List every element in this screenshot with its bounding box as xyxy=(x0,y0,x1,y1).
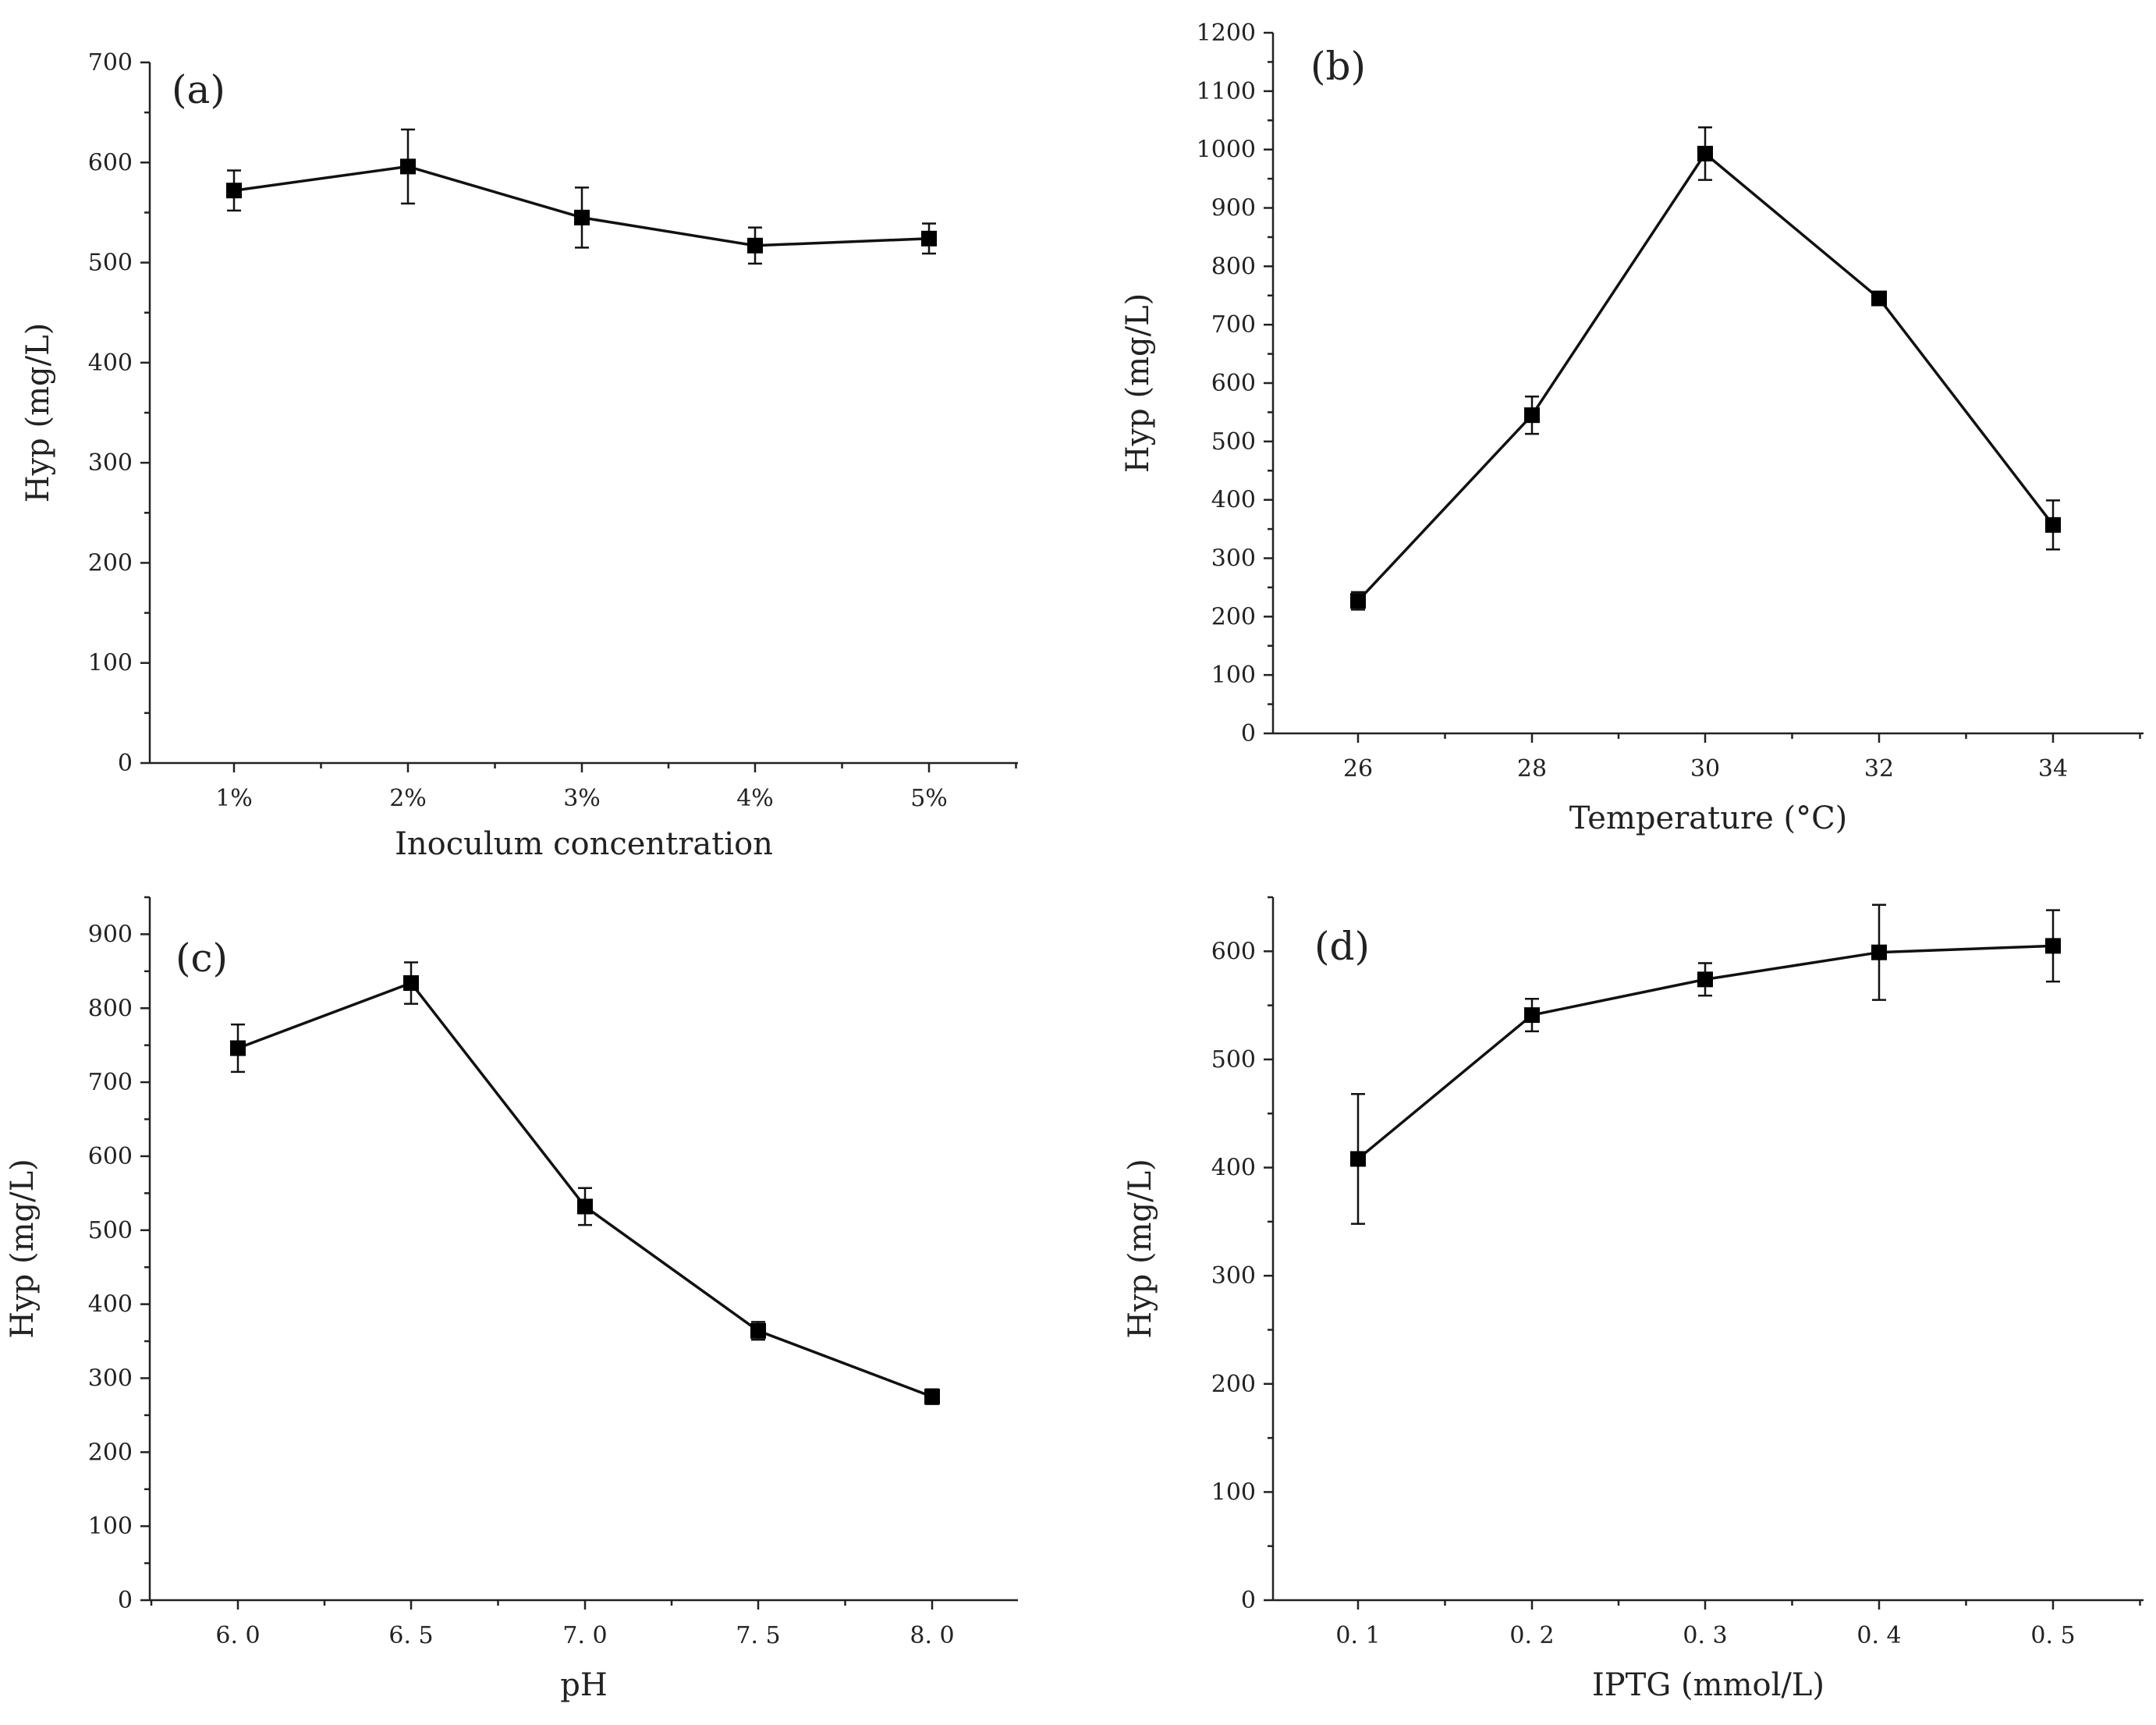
y-tick-label: 800 xyxy=(1211,253,1256,280)
y-tick-label: 400 xyxy=(1211,1155,1256,1182)
x-tick-label: 8. 0 xyxy=(910,1622,954,1649)
data-point xyxy=(1350,1151,1366,1167)
y-tick-label: 200 xyxy=(88,549,133,577)
x-tick-label: 0. 4 xyxy=(1856,1622,1901,1649)
x-tick-label: 0. 3 xyxy=(1683,1622,1727,1649)
data-point xyxy=(1350,593,1366,609)
panel-label: (b) xyxy=(1310,44,1366,89)
y-tick-label: 700 xyxy=(88,1069,133,1096)
data-point xyxy=(924,1389,940,1405)
y-tick-label: 100 xyxy=(88,1513,133,1540)
y-tick-label: 400 xyxy=(88,1291,133,1319)
x-tick-label: 30 xyxy=(1690,755,1720,783)
panel-label: (d) xyxy=(1314,924,1370,969)
y-tick-label: 900 xyxy=(1211,195,1256,222)
x-axis-title: Inoculum concentration xyxy=(395,826,773,862)
data-point xyxy=(2045,938,2061,954)
y-tick-label: 1100 xyxy=(1197,78,1256,105)
y-axis-title: Hyp (mg/L) xyxy=(20,323,56,503)
y-tick-label: 800 xyxy=(88,995,133,1022)
y-tick-label: 700 xyxy=(1211,311,1256,339)
y-tick-label: 500 xyxy=(1211,1046,1256,1074)
x-tick-label: 0. 5 xyxy=(2030,1622,2075,1649)
data-point xyxy=(1697,145,1713,161)
data-point xyxy=(747,237,763,254)
chart-panel-4: 0 100 200 300 400 500 600 0. 1 0. 2 0. 3 0. 4 0. 5 I… xyxy=(1122,896,2144,1703)
y-tick-label: 0 xyxy=(118,1587,133,1614)
x-tick-label: 6. 5 xyxy=(388,1622,433,1649)
data-point xyxy=(1524,1007,1540,1024)
y-tick-label: 200 xyxy=(88,1439,133,1466)
x-tick-label: 2% xyxy=(389,785,427,812)
x-axis-title: pH xyxy=(560,1667,608,1703)
data-point xyxy=(1524,407,1540,424)
y-tick-label: 1200 xyxy=(1197,20,1256,47)
x-tick-label: 6. 0 xyxy=(215,1622,260,1649)
chart-panel-1: 0 100 200 300 400 500 600 700 1% 2% 3% 4% 5% Inoculum… xyxy=(20,49,1018,862)
y-tick-label: 600 xyxy=(88,149,133,176)
y-tick-label: 100 xyxy=(88,650,133,677)
x-tick-label: 5% xyxy=(910,785,948,812)
data-point xyxy=(2045,516,2061,533)
y-tick-label: 200 xyxy=(1211,1371,1256,1398)
y-tick-label: 400 xyxy=(88,350,133,377)
y-tick-label: 0 xyxy=(1241,1587,1256,1614)
y-tick-label: 100 xyxy=(1211,1478,1256,1506)
x-tick-label: 34 xyxy=(2038,755,2068,783)
y-axis-title: Hyp (mg/L) xyxy=(1120,293,1156,474)
x-tick-label: 0. 1 xyxy=(1335,1622,1380,1649)
x-tick-label: 4% xyxy=(736,785,774,812)
y-tick-label: 900 xyxy=(88,921,133,948)
y-axis-title: Hyp (mg/L) xyxy=(5,1159,41,1339)
chart-panel-3: 0 100 200 300 400 500 600 700 800 900 6. 0 6. 5 7. 0… xyxy=(5,896,1018,1703)
x-tick-label: 26 xyxy=(1343,755,1373,783)
data-point xyxy=(226,183,242,199)
y-tick-label: 600 xyxy=(1211,370,1256,397)
y-tick-label: 200 xyxy=(1211,603,1256,630)
data-point xyxy=(574,209,590,225)
y-tick-label: 300 xyxy=(1211,545,1256,573)
data-point xyxy=(750,1322,766,1339)
x-tick-label: 3% xyxy=(563,785,601,812)
panel-label: (a) xyxy=(172,67,225,112)
data-point xyxy=(1871,290,1887,307)
y-tick-label: 300 xyxy=(1211,1262,1256,1290)
y-tick-label: 300 xyxy=(88,449,133,477)
y-tick-label: 400 xyxy=(1211,487,1256,514)
y-tick-label: 600 xyxy=(88,1143,133,1170)
y-tick-label: 300 xyxy=(88,1365,133,1392)
x-tick-label: 1% xyxy=(215,785,253,812)
y-tick-label: 500 xyxy=(88,1217,133,1244)
y-tick-label: 0 xyxy=(118,750,133,777)
series-line xyxy=(1356,151,2055,602)
data-point xyxy=(1871,944,1887,960)
chart-panel-2: 0 100 200 300 400 500 600 700 800 900 1000 1100 1200… xyxy=(1120,20,2144,836)
y-axis-title: Hyp (mg/L) xyxy=(1122,1159,1158,1339)
x-tick-label: 28 xyxy=(1517,755,1547,783)
x-tick-label: 32 xyxy=(1864,755,1894,783)
x-tick-label: 7. 5 xyxy=(736,1622,780,1649)
data-point xyxy=(577,1198,593,1215)
y-tick-label: 600 xyxy=(1211,938,1256,965)
data-point xyxy=(403,975,419,992)
data-point xyxy=(1697,971,1713,988)
y-tick-label: 500 xyxy=(1211,428,1256,456)
y-tick-label: 700 xyxy=(88,49,133,76)
panel-label: (c) xyxy=(176,935,228,981)
x-tick-label: 7. 0 xyxy=(562,1622,607,1649)
x-tick-label: 0. 2 xyxy=(1509,1622,1554,1649)
y-tick-label: 500 xyxy=(88,250,133,277)
y-tick-label: 0 xyxy=(1241,720,1256,747)
y-tick-label: 100 xyxy=(1211,662,1256,689)
y-tick-label: 1000 xyxy=(1197,137,1256,164)
data-point xyxy=(230,1040,246,1056)
x-axis-title: IPTG (mmol/L) xyxy=(1592,1667,1824,1703)
data-point xyxy=(400,158,416,175)
data-point xyxy=(921,230,937,247)
x-axis-title: Temperature (°C) xyxy=(1569,800,1848,836)
